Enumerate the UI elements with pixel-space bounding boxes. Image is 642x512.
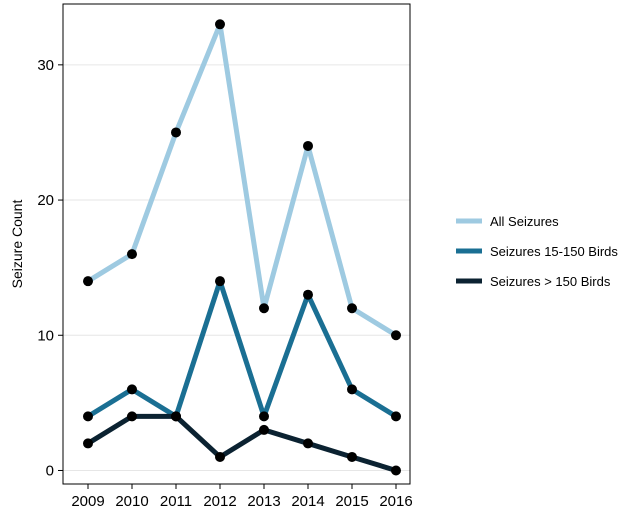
x-tick-label: 2010 xyxy=(115,493,148,510)
data-point xyxy=(83,438,93,449)
x-tick-label: 2012 xyxy=(203,493,236,510)
series-line-2 xyxy=(85,278,399,419)
data-point xyxy=(83,276,93,287)
x-tick-label: 2011 xyxy=(160,493,192,510)
data-point xyxy=(83,411,93,422)
data-point xyxy=(303,289,313,300)
data-point xyxy=(259,424,269,435)
x-tick-label: 2013 xyxy=(247,493,280,510)
plot-area-frame xyxy=(62,3,411,485)
series-line-3 xyxy=(85,413,399,473)
data-point xyxy=(127,411,137,422)
axes: 0 10 20 30 2009 2010 2011 2012 2013 2014 2015 2016 xyxy=(37,57,412,510)
data-point xyxy=(171,127,181,138)
data-point xyxy=(347,384,357,395)
grid-lines xyxy=(63,64,410,471)
data-point xyxy=(215,19,225,30)
x-tick-label: 2015 xyxy=(335,493,368,510)
y-tick-label: 0 xyxy=(46,462,54,479)
legend-label: Seizures 15-150 Birds xyxy=(490,244,618,259)
data-point xyxy=(303,140,313,151)
series-line-1 xyxy=(85,21,399,338)
legend-label: Seizures > 150 Birds xyxy=(490,274,611,289)
data-point xyxy=(347,451,357,462)
data-points xyxy=(83,19,401,476)
data-point xyxy=(259,303,269,314)
x-tick-label: 2009 xyxy=(71,493,104,510)
data-point xyxy=(259,411,269,422)
series-lines xyxy=(85,21,399,473)
y-axis-label: Seizure Count xyxy=(9,200,25,289)
data-point xyxy=(215,451,225,462)
data-point xyxy=(127,249,137,260)
y-tick-label: 10 xyxy=(37,327,54,344)
data-point xyxy=(347,303,357,314)
y-tick-label: 30 xyxy=(37,57,54,74)
x-tick-label: 2016 xyxy=(379,493,412,510)
legend: All Seizures Seizures 15-150 Birds Seizure… xyxy=(456,214,618,289)
data-point xyxy=(215,276,225,287)
data-point xyxy=(127,384,137,395)
y-tick-label: 20 xyxy=(37,192,54,209)
legend-label: All Seizures xyxy=(490,214,559,229)
data-point xyxy=(391,330,401,341)
x-tick-label: 2014 xyxy=(291,493,324,510)
data-point xyxy=(391,411,401,422)
data-point xyxy=(171,411,181,422)
data-point xyxy=(391,465,401,476)
data-point xyxy=(303,438,313,449)
